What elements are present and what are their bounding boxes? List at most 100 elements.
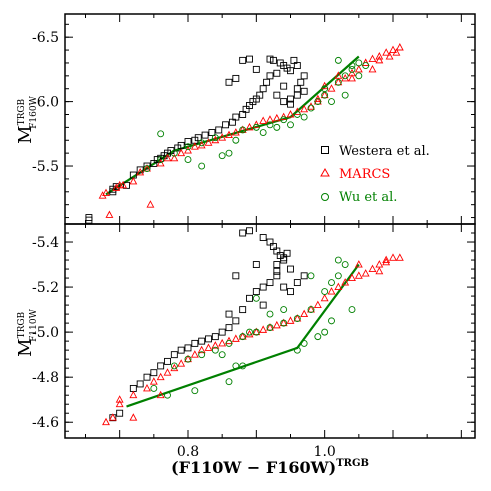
fit-line	[126, 263, 360, 408]
marcs-point	[204, 138, 213, 146]
marcs-point	[385, 52, 394, 60]
marcs-point	[245, 122, 254, 131]
legend-label-wu: Wu et al.	[339, 190, 397, 205]
marcs-point	[368, 64, 377, 73]
marcs-point	[382, 255, 391, 263]
y-tick-label: -5.4	[32, 235, 59, 251]
westera-point	[273, 91, 281, 99]
marcs-point	[105, 210, 114, 218]
upper-panel-ticks: -5.5 -6.0 -6.5	[32, 14, 475, 224]
wu-point	[252, 123, 260, 131]
wu-point	[211, 346, 219, 354]
westera-point	[263, 78, 271, 86]
marcs-point	[375, 52, 384, 60]
marcs-point	[259, 116, 268, 124]
marcs-point	[293, 107, 302, 115]
x-axis-label: (F110W − F160W)TRGB	[171, 458, 369, 477]
westera-point	[246, 294, 253, 302]
marcs-point	[307, 102, 315, 110]
westera-point	[239, 229, 247, 237]
wu-point	[307, 306, 315, 314]
wu-point	[280, 319, 288, 327]
marcs-point	[245, 329, 254, 338]
wu-point	[273, 123, 281, 131]
marcs-point	[334, 282, 343, 291]
wu-point	[184, 143, 192, 151]
marcs-point	[177, 359, 186, 367]
marcs-point	[211, 341, 220, 349]
wu-point	[164, 391, 171, 399]
westera-point	[136, 166, 144, 174]
marcs-point	[266, 115, 274, 123]
marcs-point	[354, 271, 363, 279]
wu-point	[307, 104, 315, 112]
wu-point	[328, 279, 335, 287]
wu-point	[184, 156, 192, 164]
wu-point	[259, 129, 267, 136]
marcs-point	[231, 128, 240, 136]
wu-point	[157, 156, 165, 164]
marcs-point	[300, 309, 309, 318]
legend-marker-square	[321, 146, 329, 154]
marcs-point	[307, 305, 315, 313]
wu-point	[218, 152, 226, 160]
wu-point	[348, 65, 356, 73]
wu-point	[191, 387, 199, 395]
wu-point	[170, 149, 178, 157]
marcs-point	[279, 318, 288, 327]
marcs-point	[190, 350, 199, 358]
marcs-point	[348, 273, 356, 282]
westera-point	[293, 91, 301, 99]
westera-point	[211, 333, 219, 341]
marcs-point	[395, 253, 404, 261]
x-label-main: (F110W − F160W)	[171, 458, 336, 477]
upper-panel-marks	[85, 43, 404, 224]
wu-point	[198, 351, 206, 359]
westera-point	[177, 141, 185, 149]
upper-y-label-sup: TRGB	[17, 98, 27, 125]
westera-point	[184, 344, 192, 352]
marcs-point	[368, 264, 377, 273]
legend-item-westera: Westera et al.	[321, 144, 430, 159]
westera-point	[287, 67, 294, 75]
westera-point	[287, 95, 294, 103]
y-tick-label: -4.6	[32, 415, 59, 431]
wu-point	[314, 98, 322, 106]
wu-point	[232, 362, 240, 370]
marcs-point	[354, 64, 363, 73]
westera-point	[222, 121, 230, 129]
wu-point	[143, 165, 151, 173]
westera-point	[143, 162, 151, 170]
wu-point	[321, 85, 329, 93]
westera-point	[232, 272, 240, 280]
marcs-point	[286, 110, 295, 118]
westera-point	[191, 339, 199, 347]
marcs-point	[313, 94, 322, 102]
marcs-point	[156, 158, 165, 167]
x-label-sup: TRGB	[336, 458, 369, 469]
wu-point	[280, 306, 288, 314]
westera-point	[293, 279, 301, 287]
legend-marker-triangle	[320, 167, 330, 177]
marcs-point	[395, 43, 404, 51]
westera-point	[198, 337, 206, 345]
westera-point	[259, 301, 267, 309]
marcs-point	[184, 146, 192, 154]
marcs-point	[218, 338, 227, 347]
legend-item-marcs: MARCS	[320, 167, 390, 182]
wu-point	[266, 121, 274, 129]
westera-point	[293, 62, 301, 69]
marcs-point	[190, 142, 199, 150]
marcs-point	[354, 260, 363, 268]
wu-point	[150, 384, 158, 392]
marcs-point	[252, 327, 261, 336]
marcs-point	[392, 48, 401, 56]
lower-y-label-main: M	[15, 338, 36, 356]
marcs-point	[300, 104, 309, 113]
y-tick-label: -5.5	[32, 159, 59, 175]
legend: Westera et al. MARCS Wu et al.	[320, 144, 430, 205]
westera-point	[273, 267, 281, 275]
westera-point	[266, 279, 274, 287]
wu-point	[225, 339, 233, 347]
westera-point	[300, 72, 308, 80]
